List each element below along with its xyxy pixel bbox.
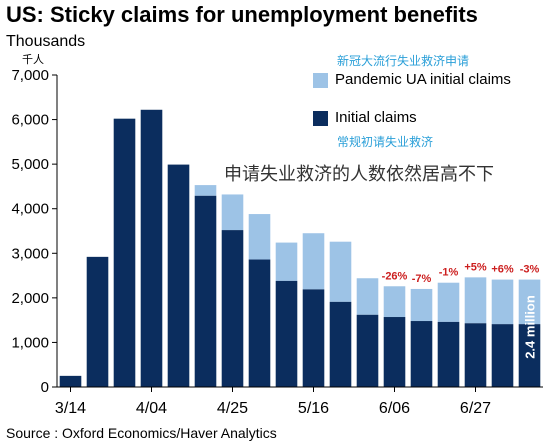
- bar-initial-6-27: [464, 323, 487, 387]
- bar-initial-4-11: [167, 164, 190, 387]
- legend-initial-label-cn: 常规初请失业救济: [337, 135, 434, 149]
- bar-pandemic-4-25: [221, 194, 244, 231]
- bar-pandemic-6-13: [410, 288, 433, 322]
- change-label: -3%: [520, 264, 540, 276]
- x-tick-label: 3/14: [55, 400, 86, 417]
- change-label: -7%: [412, 273, 432, 285]
- x-tick-label: 6/27: [460, 400, 491, 417]
- y-tick-label: 0: [41, 379, 49, 396]
- bar-initial-7-04: [491, 324, 514, 387]
- bar-pandemic-6-27: [464, 277, 487, 324]
- bar-pandemic-7-11: [518, 279, 541, 325]
- y-unit-label: Thousands: [6, 33, 86, 50]
- bar-initial-5-02: [248, 259, 271, 387]
- change-label: -26%: [382, 270, 408, 282]
- chart-annotation-cn: 申请失业救济的人数依然居高不下: [224, 164, 494, 185]
- x-tick-label: 4/25: [217, 400, 248, 417]
- bar-initial-4-25: [221, 230, 244, 387]
- bar-pandemic-7-04: [491, 279, 514, 325]
- bar-pandemic-4-18: [194, 185, 217, 196]
- legend-pandemic-label-cn: 新冠大流行失业救济申请: [337, 54, 470, 68]
- bar-initial-3-14: [59, 375, 82, 387]
- bar-pandemic-6-20: [437, 282, 460, 322]
- bar-total-label: 2.4 million: [523, 295, 538, 359]
- bar-initial-5-30: [356, 314, 379, 387]
- chart-title: US: Sticky claims for unemployment benef…: [6, 2, 478, 27]
- bar-pandemic-5-02: [248, 214, 271, 260]
- legend-initial-swatch: [313, 111, 328, 126]
- legend-pandemic-label: Pandemic UA initial claims: [335, 71, 511, 88]
- legend-initial-label: Initial claims: [335, 109, 417, 126]
- x-tick-label: 4/04: [136, 400, 167, 417]
- bar-initial-4-04: [140, 109, 163, 387]
- legend-pandemic-swatch: [313, 73, 328, 88]
- y-tick-label: 6,000: [11, 112, 49, 129]
- bar-pandemic-5-30: [356, 278, 379, 315]
- bar-initial-3-21: [86, 256, 109, 387]
- y-tick-label: 3,000: [11, 245, 49, 262]
- bar-pandemic-6-06: [383, 286, 406, 318]
- change-label: +6%: [491, 264, 514, 276]
- y-tick-label: 2,000: [11, 290, 49, 307]
- y-unit-label-cn: 千人: [22, 53, 44, 66]
- bar-initial-5-16: [302, 289, 325, 387]
- bar-initial-6-06: [383, 317, 406, 387]
- y-tick-label: 4,000: [11, 201, 49, 218]
- change-label: -1%: [439, 267, 459, 279]
- bar-initial-6-20: [437, 321, 460, 387]
- bar-initial-4-18: [194, 195, 217, 387]
- y-tick-label: 1,000: [11, 334, 49, 351]
- bar-pandemic-5-09: [275, 242, 298, 281]
- bar-initial-7-11: [518, 324, 541, 387]
- bar-initial-5-09: [275, 280, 298, 387]
- bar-initial-3-28: [113, 118, 136, 388]
- x-tick-label: 6/06: [379, 400, 410, 417]
- bar-initial-5-23: [329, 301, 352, 387]
- source-note: Source : Oxford Economics/Haver Analytic…: [6, 425, 277, 441]
- bar-initial-6-13: [410, 321, 433, 387]
- bar-pandemic-5-23: [329, 241, 352, 302]
- y-tick-label: 5,000: [11, 156, 49, 173]
- x-tick-label: 5/16: [298, 400, 329, 417]
- bar-pandemic-5-16: [302, 233, 325, 290]
- y-tick-label: 7,000: [11, 67, 49, 84]
- change-label: +5%: [464, 261, 487, 273]
